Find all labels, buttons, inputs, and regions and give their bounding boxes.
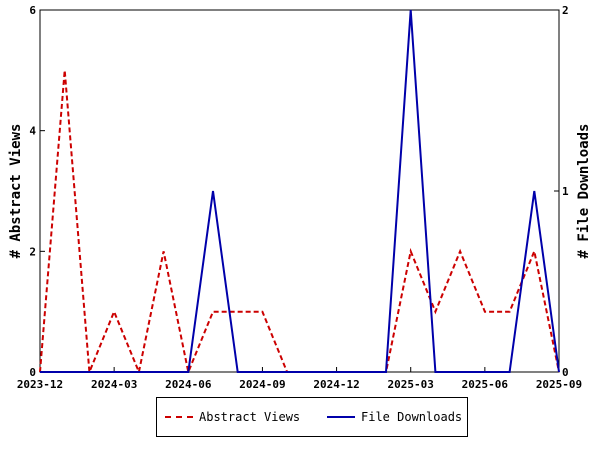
series-line-abstract-views (39, 70, 560, 376)
y-tick-label: 6 (29, 4, 36, 17)
x-tick-label: 2023-12 (17, 378, 63, 391)
legend-item-abstract-views: Abstract Views (165, 398, 300, 436)
series-line-file-downloads (40, 9, 560, 373)
legend-swatch-file-downloads (327, 416, 355, 418)
legend-label-file-downloads: File Downloads (361, 410, 463, 424)
legend-label-abstract-views: Abstract Views (199, 410, 301, 424)
legend-item-file-downloads: File Downloads (327, 398, 462, 436)
y-tick-label: 0 (29, 366, 36, 379)
plot-area (39, 9, 560, 373)
legend-swatch-abstract-views (165, 416, 193, 418)
x-tick-label: 2024-03 (91, 378, 137, 391)
x-tick-label: 2025-06 (462, 378, 509, 391)
x-tick-label: 2024-09 (239, 378, 285, 391)
y-tick-label: 4 (29, 125, 36, 138)
y-axis-title: # Abstract Views (8, 124, 24, 259)
x-tick-label: 2024-12 (313, 378, 359, 391)
x-axis: 2023-12 2024-03 2024-06 2024-09 2024-12 2025-… (17, 367, 582, 391)
y2-tick-label: 2 (562, 4, 569, 17)
y2-tick-label: 0 (562, 366, 569, 379)
x-tick-label: 2024-06 (165, 378, 212, 391)
y-tick-label: 2 (29, 245, 36, 258)
y2-axis-title: # File Downloads (576, 124, 592, 259)
series-layer (39, 9, 560, 376)
legend: Abstract Views File Downloads (156, 397, 468, 437)
y2-tick-label: 1 (562, 185, 569, 198)
x-tick-label: 2025-09 (536, 378, 582, 391)
x-tick-label: 2025-03 (388, 378, 434, 391)
